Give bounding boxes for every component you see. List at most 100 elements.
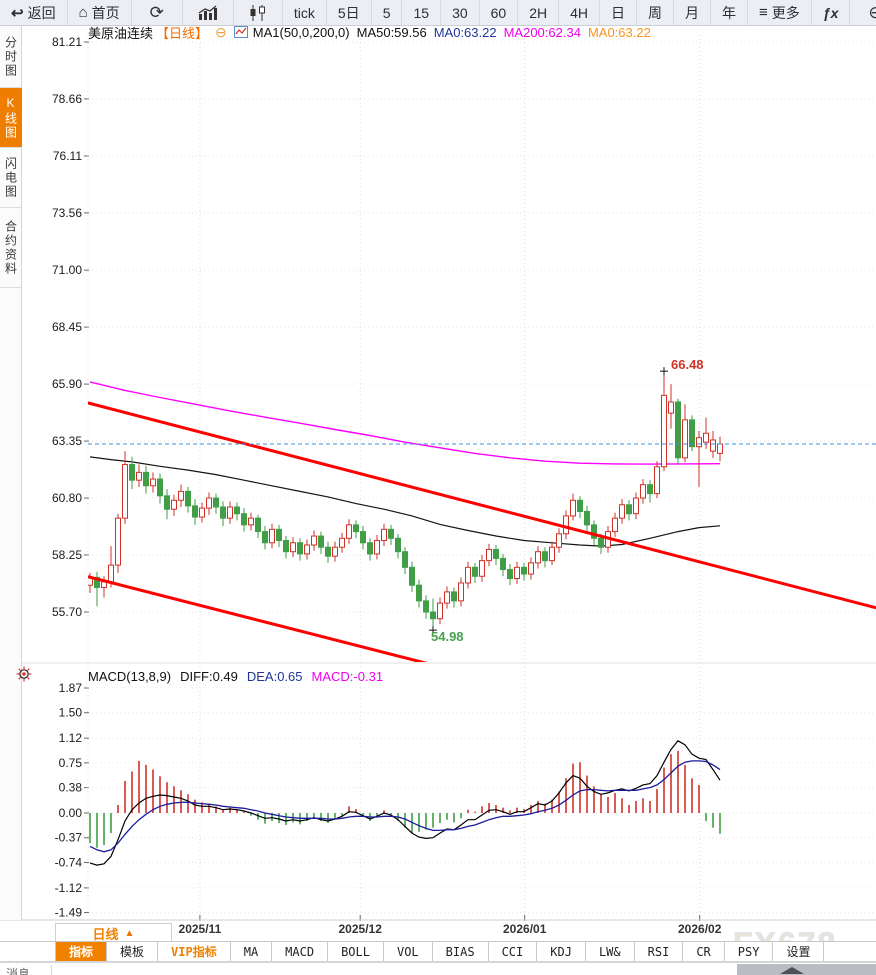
macd-diff-value: DIFF:0.49	[180, 668, 238, 684]
formula-button[interactable]: ƒx	[812, 0, 851, 25]
target-icon	[16, 666, 32, 682]
collapse-indicator-icon[interactable]: ⊖	[215, 23, 227, 40]
indicator-settings-button[interactable]	[16, 666, 32, 687]
period-15min-button[interactable]: 15	[402, 0, 442, 25]
sidebar-item-lightning-chart[interactable]: 闪电图	[0, 148, 22, 208]
ma0-orange-value: MA0:63.22	[587, 24, 651, 40]
tab-vip-indicator[interactable]: VIP指标	[158, 942, 231, 961]
svg-text:78.66: 78.66	[52, 92, 82, 106]
svg-text:63.35: 63.35	[52, 434, 82, 448]
period-week-button[interactable]: 周	[637, 0, 675, 25]
tab-cci[interactable]: CCI	[489, 942, 538, 961]
ma200-value: MA200:62.34	[503, 24, 581, 40]
svg-text:2025/11: 2025/11	[179, 922, 222, 936]
zoom-out-icon: ⊖	[868, 2, 876, 22]
period-tag: 【日线】	[156, 25, 209, 41]
period-5min-button[interactable]: 5	[372, 0, 403, 25]
svg-text:58.25: 58.25	[52, 548, 82, 562]
chart-legend-icon	[233, 26, 248, 38]
macd-header: MACD(13,8,9) DIFF:0.49 DEA:0.65 MACD:-0.…	[88, 668, 392, 684]
tab-lwr[interactable]: LW&	[586, 942, 635, 961]
period-4h-button[interactable]: 4H	[559, 0, 601, 25]
svg-text:0.00: 0.00	[59, 806, 83, 820]
chevron-up-icon: ▲	[124, 927, 135, 939]
chart-type-sidebar: 分时图 K线图 闪电图 合约资料	[0, 26, 22, 920]
horizontal-scrollbar[interactable]	[737, 964, 876, 975]
tick-period-button[interactable]: tick	[283, 0, 327, 25]
svg-text:-0.37: -0.37	[55, 831, 83, 845]
refresh-icon: ⟳	[149, 2, 164, 22]
ma0-blue-value: MA0:63.22	[433, 24, 497, 40]
candlestick-icon	[250, 4, 265, 21]
svg-text:-1.12: -1.12	[55, 881, 83, 895]
macd-settings-label: MACD(13,8,9)	[88, 668, 172, 684]
period-60min-button[interactable]: 60	[480, 0, 519, 25]
sidebar-item-time-chart[interactable]: 分时图	[0, 26, 22, 88]
ma-settings-label: MA1(50,0,200,0)	[252, 24, 350, 40]
top-toolbar: ↩ 返回 ⌂ 首页 ⟳ tick 5日 5 15	[0, 0, 876, 26]
back-arrow-icon: ↩	[11, 4, 24, 22]
tab-settings[interactable]: 设置	[773, 942, 825, 961]
svg-text:76.11: 76.11	[53, 149, 82, 163]
svg-text:68.45: 68.45	[52, 320, 82, 334]
partial-list-item[interactable]: 消息	[0, 965, 52, 975]
tab-rsi[interactable]: RSI	[635, 942, 684, 961]
back-button[interactable]: ↩ 返回	[0, 0, 68, 25]
svg-text:81.21: 81.21	[52, 35, 82, 49]
collapse-panel-arrow-icon[interactable]	[779, 966, 804, 974]
bar-chart-icon	[198, 5, 217, 20]
svg-text:1.87: 1.87	[59, 681, 83, 695]
period-year-button[interactable]: 年	[711, 0, 749, 25]
current-period-tab[interactable]: 日线 ▲	[55, 923, 172, 942]
chart-header: 美原油连续 【日线】 ⊖ MA1(50,0,200,0) MA50:59.56 …	[88, 23, 658, 41]
svg-text:73.56: 73.56	[52, 206, 82, 220]
svg-text:-1.49: -1.49	[55, 906, 83, 920]
sidebar-item-contract-info[interactable]: 合约资料	[0, 208, 22, 288]
more-button[interactable]: ≡ 更多	[748, 0, 812, 25]
home-icon: ⌂	[78, 4, 88, 21]
tab-boll[interactable]: BOLL	[328, 942, 384, 961]
tab-kdj[interactable]: KDJ	[537, 942, 586, 961]
svg-text:65.90: 65.90	[52, 377, 82, 391]
refresh-button[interactable]: ⟳	[132, 0, 183, 25]
period-5day-button[interactable]: 5日	[327, 0, 372, 25]
period-30min-button[interactable]: 30	[441, 0, 480, 25]
svg-text:1.50: 1.50	[59, 706, 83, 720]
period-2h-button[interactable]: 2H	[518, 0, 560, 25]
svg-text:2025/12: 2025/12	[339, 922, 383, 936]
svg-text:-0.74: -0.74	[55, 855, 83, 869]
svg-text:66.48: 66.48	[671, 357, 704, 372]
bottom-strip: 消息	[0, 962, 876, 975]
tab-ma[interactable]: MA	[231, 942, 273, 961]
indicator-tabs-row: 指标 模板 VIP指标 MA MACD BOLL VOL BIAS CCI KD…	[0, 941, 876, 962]
tab-cr[interactable]: CR	[683, 942, 725, 961]
tab-bias[interactable]: BIAS	[433, 942, 489, 961]
ma50-value: MA50:59.56	[356, 24, 427, 40]
svg-text:71.00: 71.00	[52, 263, 82, 277]
symbol-name: 美原油连续	[88, 25, 154, 41]
svg-text:60.80: 60.80	[52, 491, 82, 505]
tab-template[interactable]: 模板	[107, 942, 159, 961]
line-chart-view-button[interactable]	[183, 0, 234, 25]
tab-vol[interactable]: VOL	[384, 942, 433, 961]
period-month-button[interactable]: 月	[674, 0, 712, 25]
svg-text:2026/01: 2026/01	[503, 922, 547, 936]
svg-text:2026/02: 2026/02	[678, 922, 722, 936]
period-day-button[interactable]: 日	[600, 0, 638, 25]
candlestick-view-button[interactable]	[234, 0, 283, 25]
home-button[interactable]: ⌂ 首页	[68, 0, 132, 25]
svg-text:0.38: 0.38	[59, 781, 83, 795]
svg-text:55.70: 55.70	[52, 605, 82, 619]
tab-macd[interactable]: MACD	[272, 942, 329, 961]
sidebar-item-kline-chart[interactable]: K线图	[0, 88, 22, 148]
macd-dea-value: DEA:0.65	[246, 668, 303, 684]
zoom-out-button[interactable]: ⊖	[850, 0, 876, 25]
menu-icon: ≡	[759, 4, 768, 21]
svg-text:54.98: 54.98	[431, 629, 464, 644]
svg-text:0.75: 0.75	[59, 756, 83, 770]
tab-indicator[interactable]: 指标	[55, 942, 108, 961]
tab-psy[interactable]: PSY	[725, 942, 774, 961]
macd-hist-value: MACD:-0.31	[311, 668, 384, 684]
